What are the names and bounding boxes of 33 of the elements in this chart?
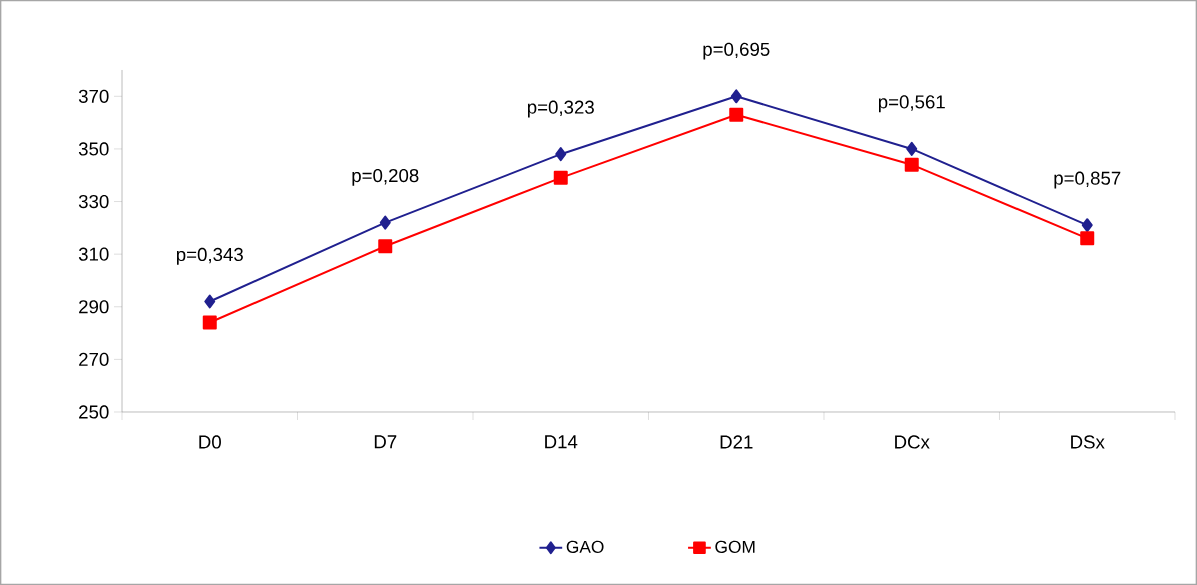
point	[378, 239, 393, 254]
annotation: p=0,323	[527, 100, 594, 118]
y-tick-label: 270	[79, 352, 109, 366]
annotation: p=0,343	[176, 247, 243, 265]
point	[553, 170, 568, 185]
point	[1081, 218, 1093, 233]
x-tick-label: DSx	[1071, 435, 1105, 449]
x-tick-label: D0	[199, 435, 221, 449]
point	[202, 315, 217, 330]
legend-label: GAO	[566, 540, 604, 553]
annotation: p=0,561	[878, 95, 945, 113]
point	[730, 89, 742, 104]
point	[906, 141, 918, 156]
point	[904, 157, 919, 172]
y-tick-label: 330	[78, 194, 109, 209]
x-tick-label: D21	[720, 435, 753, 449]
y-tick-label: 290	[79, 300, 109, 314]
annotation: p=0,857	[1054, 171, 1121, 189]
point	[379, 215, 391, 230]
annotation: p=0,695	[703, 42, 770, 60]
point	[204, 294, 216, 309]
x-tick-label: DCx	[895, 435, 930, 449]
y-tick-label: 310	[78, 247, 109, 261]
y-tick-label: 370	[78, 89, 109, 103]
legend-label: GOM	[715, 540, 755, 553]
x-tick-label: D14	[545, 435, 578, 449]
point	[729, 107, 744, 122]
point	[1080, 231, 1095, 246]
y-tick-label: 350	[78, 142, 109, 156]
y-tick-label: 250	[79, 405, 109, 419]
x-tick-label: D7	[374, 435, 397, 449]
point	[555, 147, 567, 162]
annotation: p=0,208	[352, 168, 419, 186]
